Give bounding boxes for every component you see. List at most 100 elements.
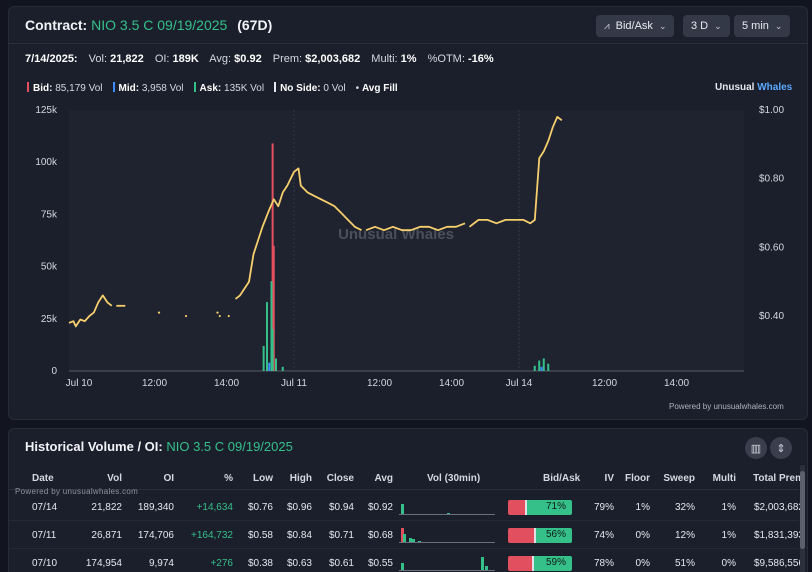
- historical-label: Historical Volume / OI:: [25, 439, 163, 454]
- stats-avg: $0.92: [234, 53, 262, 65]
- legend-noside-label: No Side:: [280, 83, 321, 94]
- columns-icon[interactable]: ▥: [745, 437, 767, 459]
- range-value: 3 D: [691, 20, 709, 32]
- volume-bar-ask: [538, 360, 541, 371]
- expand-toggle-icon[interactable]: ⇕: [770, 437, 792, 459]
- scrollbar-thumb[interactable]: [800, 471, 805, 549]
- mode-dropdown[interactable]: ⩘ Bid/Ask ⌄: [596, 15, 675, 37]
- cell-close: $0.94: [328, 502, 354, 513]
- table-row[interactable]: 07/10 174,954 9,974 +276 $0.38 $0.63 $0.61 $0.5…: [9, 551, 804, 572]
- cell-chg: +164,732: [191, 530, 233, 541]
- spark-bar: [412, 539, 416, 542]
- legend-avgfill[interactable]: • Avg Fill: [355, 82, 398, 94]
- cell-high: $0.84: [286, 530, 312, 541]
- x-tick-label: 12:00: [592, 378, 617, 389]
- column-header[interactable]: Bid/Ask: [543, 473, 581, 484]
- cell-chg: +14,634: [196, 502, 233, 513]
- volume-bar-ask: [542, 358, 545, 371]
- mid-share: [534, 528, 538, 543]
- avg-fill-line-segment-3: [365, 222, 466, 232]
- legend-ask[interactable]: Ask: 135K Vol: [193, 82, 264, 94]
- legend-bid-value: 85,179 Vol: [55, 83, 103, 94]
- plot-area: [69, 110, 744, 371]
- column-header[interactable]: Low: [253, 473, 273, 484]
- legend-bid-label: Bid:: [33, 83, 53, 94]
- cell-iv: 74%: [593, 530, 614, 541]
- spark-bar: [400, 528, 404, 542]
- x-tick-label: Jul 10: [66, 378, 93, 389]
- interval-dropdown[interactable]: 5 min ⌄: [734, 15, 791, 37]
- chart-legend: Bid: 85,179 Vol Mid: 3,958 Vol Ask: 135K…: [27, 82, 398, 94]
- volume-bar-ask: [533, 365, 536, 371]
- cell-low: $0.38: [247, 558, 273, 569]
- ask-percent-label: 59%: [545, 557, 566, 568]
- spark-bar: [402, 533, 406, 542]
- column-header[interactable]: Date: [32, 473, 54, 484]
- powered-by: Powered by unusualwhales.com: [669, 402, 784, 411]
- legend-noside[interactable]: No Side: 0 Vol: [274, 82, 346, 94]
- avg-fill-point: [184, 314, 188, 318]
- range-dropdown[interactable]: 3 D ⌄: [683, 15, 730, 37]
- cell-high: $0.63: [286, 558, 312, 569]
- table-row[interactable]: 07/14 21,822 189,340 +14,634 $0.76 $0.96 $0.94…: [9, 495, 804, 521]
- column-header[interactable]: OI: [163, 473, 174, 484]
- bid-ask-bar: 71%: [508, 500, 572, 515]
- legend-mid[interactable]: Mid: 3,958 Vol: [112, 82, 184, 94]
- x-tick-label: 14:00: [439, 378, 464, 389]
- contract-name[interactable]: NIO 3.5 C 09/19/2025: [91, 17, 228, 33]
- spark-bar: [400, 563, 404, 570]
- stats-otm: -16%: [467, 53, 494, 65]
- avg-fill-line-segment-2: [234, 167, 362, 300]
- column-header[interactable]: Multi: [712, 473, 736, 484]
- table-scrollbar[interactable]: [800, 465, 805, 572]
- volume-bar-ask: [547, 363, 550, 371]
- x-tick-label: Jul 14: [506, 378, 533, 389]
- price-volume-chart[interactable]: 0 25k 50k 75k 100k 125k $0.40 $0.60 $0.80 $1.00 Ju…: [9, 102, 807, 398]
- oi-label: OI:: [154, 53, 170, 65]
- cell-date: 07/14: [32, 502, 58, 513]
- interval-value: 5 min: [742, 20, 769, 32]
- y-left-tick-label: 100k: [35, 157, 58, 168]
- volume-bar-ask: [275, 358, 277, 371]
- cell-low: $0.76: [247, 502, 273, 513]
- column-header[interactable]: Vol: [107, 473, 122, 484]
- legend-bid[interactable]: Bid: 85,179 Vol: [27, 82, 103, 94]
- spark-bar: [485, 565, 489, 570]
- avg-fill-point: [157, 311, 161, 314]
- column-header[interactable]: Vol (30min): [427, 473, 481, 484]
- y-right-tick-label: $0.60: [759, 242, 784, 253]
- column-header[interactable]: Sweep: [663, 473, 695, 484]
- mode-value: Bid/Ask: [615, 20, 653, 32]
- table-row[interactable]: 07/11 26,871 174,706 +164,732 $0.58 $0.84 $0.7…: [9, 523, 804, 549]
- avg-fill-line-segment-4: [468, 116, 563, 228]
- spark-bar: [400, 504, 404, 514]
- cell-chg: +276: [210, 558, 233, 569]
- spark-baseline: [399, 542, 495, 543]
- cell-vol: 21,822: [91, 502, 122, 513]
- x-tick-label: 14:00: [664, 378, 689, 389]
- contract-chart-panel: Contract: NIO 3.5 C 09/19/2025 (67D) ⩘ B…: [8, 6, 808, 420]
- cell-low: $0.58: [247, 530, 273, 541]
- column-header[interactable]: Total Prem: [753, 473, 804, 484]
- column-header[interactable]: IV: [604, 473, 614, 484]
- y-right-tick-label: $1.00: [759, 105, 784, 116]
- historical-contract: NIO 3.5 C 09/19/2025: [166, 439, 293, 454]
- chart-line-icon: ⩘: [604, 20, 610, 32]
- vol-30min-spark: [399, 555, 495, 571]
- multi-label: Multi:: [371, 53, 398, 65]
- cell-avg: $0.92: [367, 502, 393, 513]
- column-header[interactable]: Floor: [625, 473, 650, 484]
- column-header[interactable]: Avg: [374, 473, 393, 484]
- cell-oi: 174,706: [137, 530, 174, 541]
- days-to-expiry: (67D): [237, 17, 273, 33]
- x-tick-label: 14:00: [214, 378, 239, 389]
- column-header[interactable]: High: [289, 473, 312, 484]
- mid-share: [524, 500, 528, 515]
- y-left-tick-label: 25k: [41, 314, 58, 325]
- cell-oi: 189,340: [137, 502, 174, 513]
- column-header[interactable]: Close: [326, 473, 354, 484]
- vol-label: Vol:: [88, 53, 108, 65]
- stats-vol: 21,822: [110, 53, 144, 65]
- cell-multi: 1%: [721, 502, 736, 513]
- column-header[interactable]: %: [224, 473, 233, 484]
